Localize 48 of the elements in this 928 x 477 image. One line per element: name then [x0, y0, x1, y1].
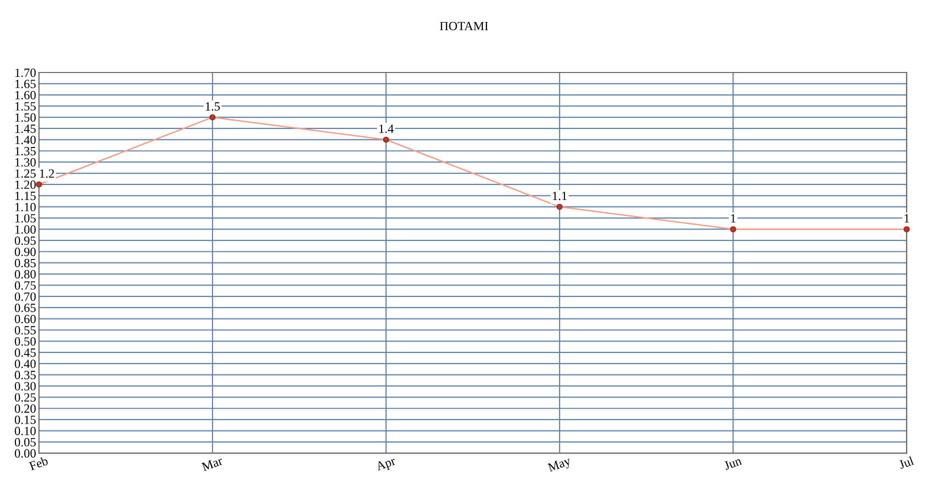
- y-tick-label: 1.15: [15, 192, 36, 200]
- data-label: 1.5: [206, 102, 220, 111]
- data-label: 1.1: [552, 192, 567, 200]
- y-tick-label: 0.30: [14, 382, 36, 390]
- y-tick-label: 0.15: [14, 416, 36, 424]
- y-tick-label: 0.90: [14, 248, 36, 256]
- y-tick-label: 0.65: [14, 304, 36, 312]
- y-tick-label: 0.00: [14, 449, 36, 458]
- y-tick-label: 0.10: [14, 426, 36, 436]
- y-tick-label: 0.05: [14, 438, 36, 446]
- y-tick-label: 1.50: [15, 113, 36, 122]
- x-tick-label: May: [547, 456, 572, 474]
- y-tick-label: 0.70: [14, 292, 36, 301]
- x-tick-label: Jul: [898, 456, 914, 470]
- y-tick-label: 0.25: [14, 393, 36, 402]
- y-tick-label: 0.80: [14, 270, 36, 279]
- y-tick-label: 0.60: [14, 314, 36, 324]
- y-tick-label: 1.70: [15, 68, 36, 78]
- y-tick-label: 1.65: [15, 80, 36, 88]
- y-tick-label: 1.40: [15, 136, 36, 144]
- y-tick-label: 1.35: [15, 146, 36, 156]
- y-tick-label: 0.85: [14, 258, 36, 268]
- x-tick-label: Mar: [201, 456, 224, 472]
- y-tick-label: 0.75: [14, 281, 36, 290]
- y-tick-label: 1.55: [15, 102, 36, 111]
- y-tick-label: 0.35: [14, 370, 36, 380]
- y-tick-label: 0.55: [14, 326, 36, 335]
- y-tick-label: 1.25: [15, 169, 36, 178]
- y-tick-label: 1.20: [15, 180, 36, 189]
- y-tick-label: 1.10: [15, 202, 36, 212]
- y-tick-label: 0.45: [14, 348, 36, 357]
- y-tick-label: 0.20: [14, 404, 36, 413]
- y-tick-label: 0.40: [14, 360, 36, 368]
- chart-title: ΠΟΤΑΜΙ: [440, 22, 488, 30]
- data-label: 1: [731, 214, 736, 222]
- data-label: 1.4: [379, 124, 394, 134]
- y-tick-label: 0.95: [14, 236, 36, 245]
- x-tick-label: Apr: [375, 456, 398, 474]
- x-tick-label: Feb: [28, 456, 48, 470]
- y-tick-label: 1.30: [15, 158, 36, 167]
- y-tick-label: 1.60: [15, 90, 36, 100]
- y-tick-label: 1.00: [15, 225, 36, 234]
- x-tick-label: Jun: [723, 456, 742, 470]
- y-tick-label: 0.50: [14, 337, 36, 346]
- data-label: 1: [904, 214, 910, 222]
- data-label: 1.2: [40, 169, 54, 178]
- y-tick-label: 1.05: [15, 214, 36, 223]
- y-tick-label: 1.45: [15, 124, 36, 133]
